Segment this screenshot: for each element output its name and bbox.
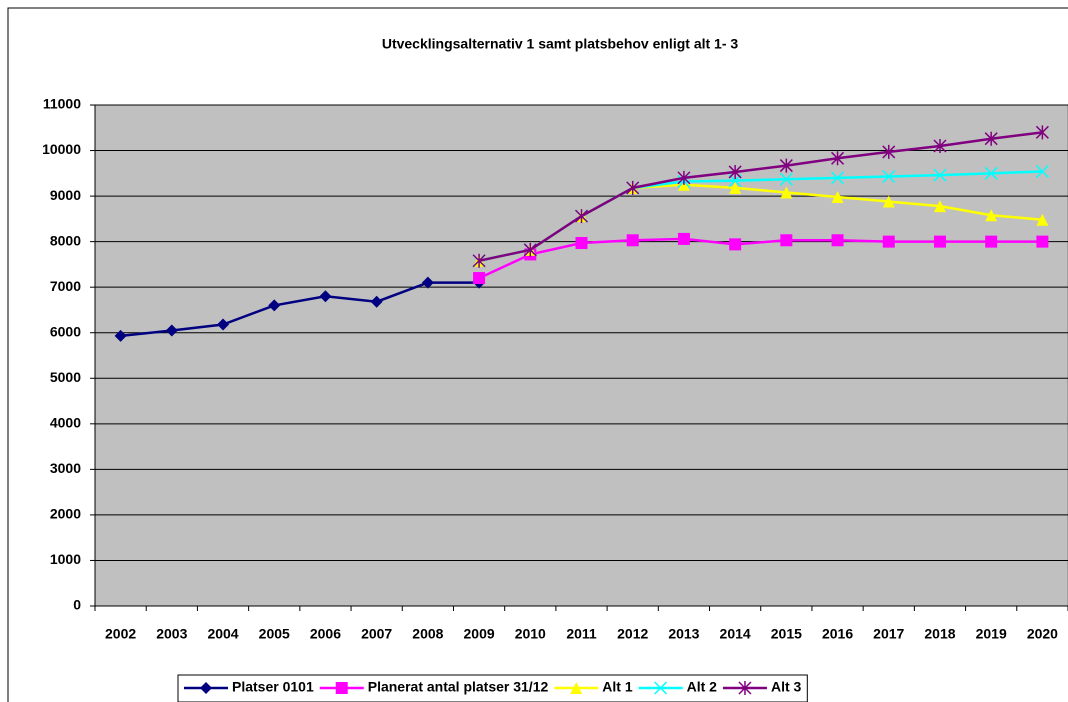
marker xyxy=(677,232,690,245)
x-tick-label: 2002 xyxy=(105,626,136,642)
marker xyxy=(1035,125,1049,140)
x-tick-label: 2007 xyxy=(361,626,392,642)
y-tick-label: 6000 xyxy=(50,323,81,339)
y-tick-label: 3000 xyxy=(50,460,81,476)
y-tick-label: 0 xyxy=(73,597,81,613)
y-tick-label: 7000 xyxy=(50,278,81,294)
x-tick-label: 2008 xyxy=(412,626,443,642)
marker xyxy=(882,195,895,208)
series-line xyxy=(478,237,1043,280)
marker xyxy=(114,329,127,342)
marker xyxy=(575,237,588,250)
marker xyxy=(729,181,742,194)
marker xyxy=(933,138,947,153)
marker xyxy=(1036,213,1049,226)
marker xyxy=(985,235,998,248)
plot-area xyxy=(94,104,1068,607)
y-tick-label: 2000 xyxy=(50,506,81,522)
marker xyxy=(984,166,998,180)
legend-label: Alt 1 xyxy=(602,679,633,695)
x-tick-label: 2009 xyxy=(464,626,495,642)
marker xyxy=(933,235,946,248)
x-tick-label: 2019 xyxy=(976,626,1007,642)
marker xyxy=(729,238,742,251)
x-tick-label: 2014 xyxy=(720,626,751,642)
x-tick-label: 2010 xyxy=(515,626,546,642)
marker xyxy=(780,186,793,199)
marker xyxy=(1036,235,1049,248)
legend-label: Platser 0101 xyxy=(232,679,314,695)
y-tick-label: 9000 xyxy=(50,187,81,203)
series-line xyxy=(478,131,1043,262)
y-tick-label: 8000 xyxy=(50,232,81,248)
marker xyxy=(738,681,752,695)
marker xyxy=(319,290,332,303)
x-tick-label: 2015 xyxy=(771,626,802,642)
legend-label: Alt 2 xyxy=(687,679,718,695)
marker xyxy=(882,144,896,159)
x-tick-label: 2013 xyxy=(668,626,699,642)
y-tick-label: 4000 xyxy=(50,415,81,431)
x-tick-label: 2005 xyxy=(259,626,290,642)
x-tick-label: 2020 xyxy=(1027,626,1058,642)
marker xyxy=(831,191,844,204)
marker xyxy=(523,242,537,257)
x-tick-label: 2018 xyxy=(924,626,955,642)
legend-box xyxy=(177,674,808,702)
marker xyxy=(780,234,793,247)
legend-label: Planerat antal platser 31/12 xyxy=(368,679,549,695)
marker xyxy=(165,324,178,337)
marker xyxy=(779,158,793,173)
marker xyxy=(217,318,230,331)
marker xyxy=(882,169,896,184)
marker xyxy=(472,253,486,268)
marker xyxy=(335,682,348,694)
marker xyxy=(370,295,383,308)
marker xyxy=(933,168,947,182)
marker xyxy=(779,172,793,186)
marker xyxy=(626,234,639,247)
marker xyxy=(933,200,946,213)
y-tick-label: 1000 xyxy=(50,551,81,567)
x-tick-label: 2017 xyxy=(873,626,904,642)
marker xyxy=(1035,164,1049,179)
y-tick-label: 5000 xyxy=(50,369,81,385)
marker xyxy=(268,299,281,312)
marker xyxy=(831,151,845,166)
marker xyxy=(473,272,486,285)
marker xyxy=(677,170,691,185)
y-tick-label: 10000 xyxy=(42,141,81,157)
chart-title: Utvecklingsalternativ 1 samt platsbehov … xyxy=(382,36,739,52)
x-tick-label: 2011 xyxy=(566,626,597,642)
legend: Platser 0101 Planerat antal platser 31/12… xyxy=(177,674,808,702)
x-tick-label: 2006 xyxy=(310,626,341,642)
marker xyxy=(200,682,212,694)
x-tick-label: 2012 xyxy=(617,626,648,642)
marker xyxy=(421,276,434,289)
marker xyxy=(985,209,998,222)
legend-label: Alt 3 xyxy=(771,679,802,695)
x-tick-label: 2004 xyxy=(207,626,238,642)
series-line xyxy=(120,281,480,338)
marker xyxy=(831,234,844,247)
marker xyxy=(882,235,895,248)
marker xyxy=(654,681,668,695)
x-tick-label: 2003 xyxy=(156,626,187,642)
x-tick-label: 2016 xyxy=(822,626,853,642)
marker xyxy=(728,164,742,179)
marker xyxy=(574,209,589,224)
marker xyxy=(984,131,998,146)
y-tick-label: 11000 xyxy=(43,96,81,112)
marker xyxy=(570,682,583,694)
marker xyxy=(626,180,640,195)
marker xyxy=(831,171,845,185)
